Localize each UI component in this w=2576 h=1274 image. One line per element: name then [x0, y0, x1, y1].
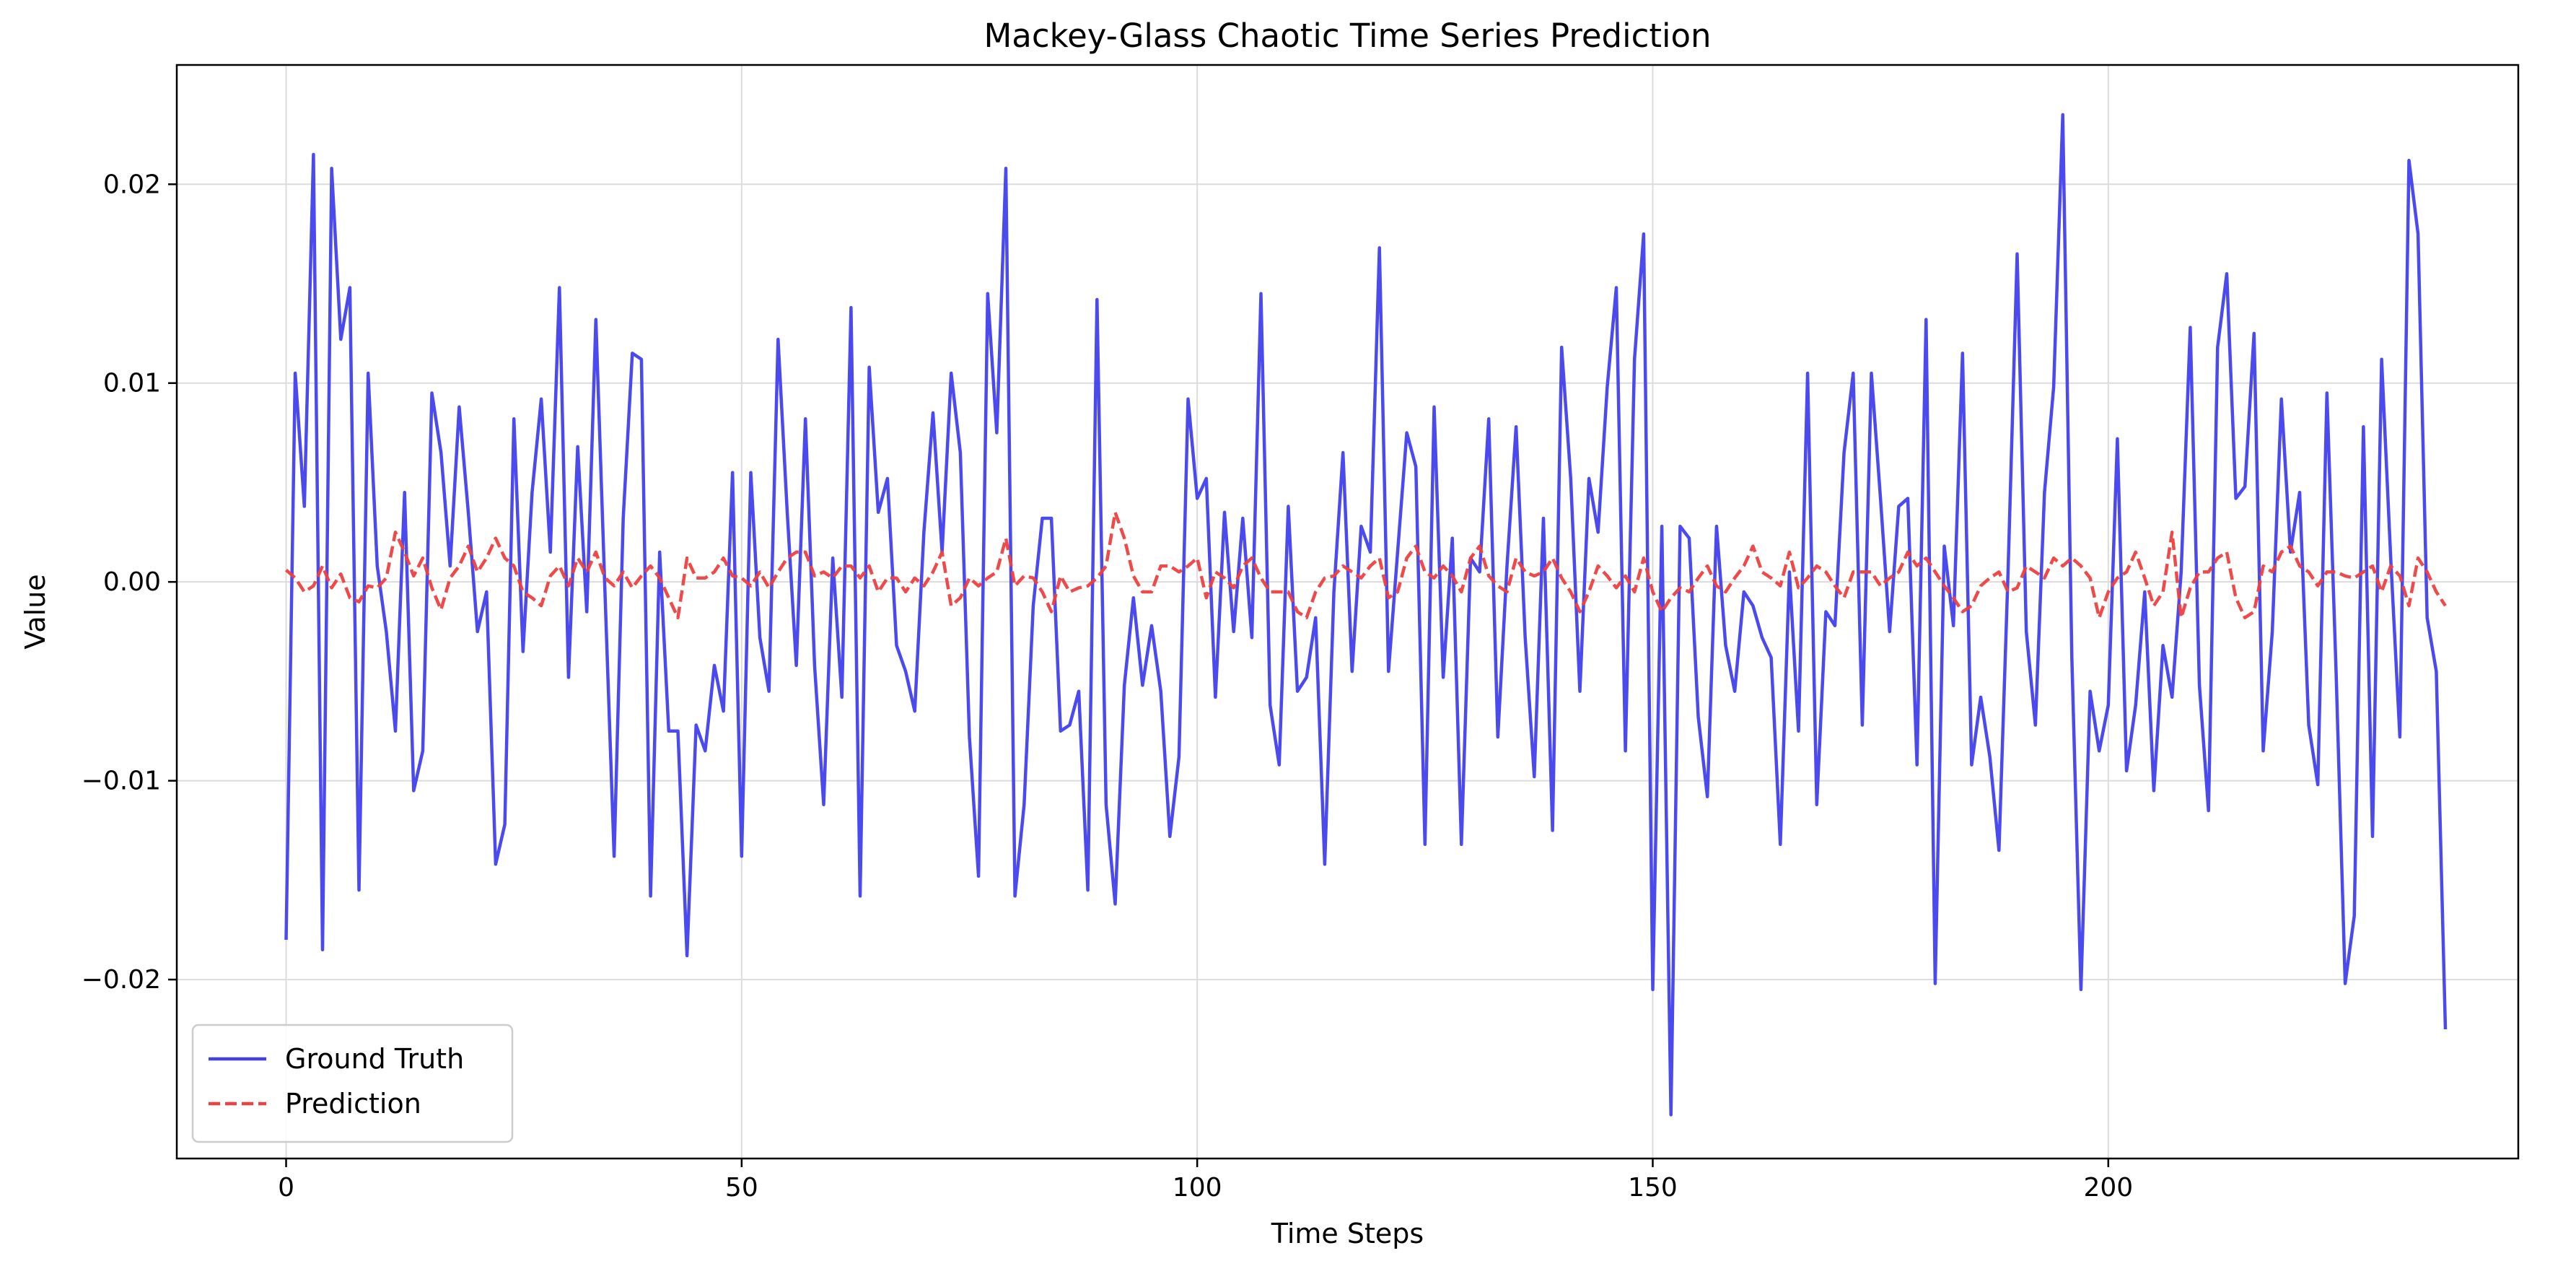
x-tick-label: 0 — [278, 1173, 294, 1203]
ticks: 0 50 100 150 200 −0.02 −0.01 0.00 0.01 0.02 — [82, 170, 2133, 1203]
y-axis-label: Value — [19, 574, 51, 649]
x-axis-label: Time Steps — [1271, 1218, 1424, 1249]
y-tick-label: 0.01 — [103, 369, 161, 398]
series-line-ground-truth — [284, 113, 2448, 1117]
series-lines — [284, 113, 2448, 1117]
legend-label: Ground Truth — [285, 1043, 464, 1075]
x-tick-label: 200 — [2083, 1173, 2133, 1203]
y-tick-label: 0.02 — [103, 170, 161, 199]
chart-title: Mackey-Glass Chaotic Time Series Predict… — [983, 17, 1711, 55]
x-tick-label: 100 — [1173, 1173, 1222, 1203]
plot-frame — [175, 64, 2520, 1160]
x-tick-label: 150 — [1628, 1173, 1678, 1203]
y-tick-label: −0.01 — [82, 767, 161, 796]
legend-box — [191, 1024, 514, 1143]
legend-label: Prediction — [285, 1088, 421, 1120]
y-tick-label: −0.02 — [82, 965, 161, 995]
series-line-prediction — [285, 510, 2447, 620]
legend: Ground Truth Prediction — [191, 1024, 514, 1143]
x-tick-label: 50 — [725, 1173, 758, 1203]
y-tick-label: 0.00 — [103, 567, 161, 597]
